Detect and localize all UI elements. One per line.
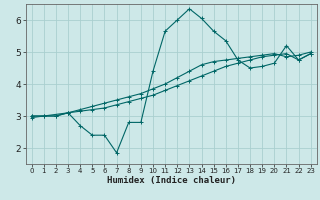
X-axis label: Humidex (Indice chaleur): Humidex (Indice chaleur) [107,176,236,185]
